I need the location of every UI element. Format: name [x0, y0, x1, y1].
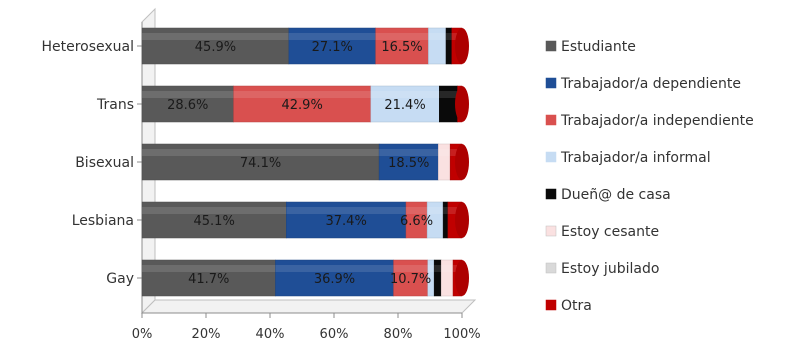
- legend-swatch: [545, 151, 557, 163]
- bar-highlight: [434, 265, 442, 272]
- category-label: Bisexual: [75, 155, 134, 171]
- bar-segment: [233, 85, 372, 123]
- legend-label: Dueñ@ de casa: [561, 187, 671, 203]
- bar-segment: [375, 27, 429, 65]
- data-label: 16.5%: [381, 40, 422, 55]
- bar-segment: [141, 27, 290, 65]
- legend-label: Otra: [561, 298, 592, 314]
- bar-highlight: [142, 33, 289, 40]
- category-label: Heterosexual: [41, 39, 134, 55]
- legend-swatch: [545, 40, 557, 52]
- bar-highlight: [275, 265, 394, 272]
- legend-label: Trabajador/a dependiente: [560, 76, 741, 92]
- legend-label: Trabajador/a independiente: [560, 113, 754, 129]
- data-label: 37.4%: [326, 214, 367, 229]
- bar-highlight: [393, 265, 428, 272]
- bar-segment: [378, 143, 439, 181]
- x-tick-label: 40%: [256, 327, 285, 342]
- bar-segment: [288, 27, 376, 65]
- bar-end-cap: [455, 28, 469, 64]
- bar-highlight: [142, 91, 234, 98]
- data-label: 42.9%: [282, 98, 323, 113]
- bar-highlight: [142, 207, 287, 214]
- data-label: 27.1%: [312, 40, 353, 55]
- legend-swatch: [545, 188, 557, 200]
- legend-label: Estoy jubilado: [561, 261, 659, 277]
- x-tick-label: 20%: [192, 327, 221, 342]
- bar-highlight: [142, 265, 276, 272]
- data-label: 45.1%: [194, 214, 235, 229]
- bar-highlight: [142, 149, 380, 156]
- legend-swatch: [545, 114, 557, 126]
- data-label: 28.6%: [167, 98, 208, 113]
- data-label: 45.9%: [195, 40, 236, 55]
- bar-end-cap: [455, 202, 469, 238]
- x-tick-label: 100%: [443, 327, 480, 342]
- bar-end-cap: [455, 260, 469, 296]
- legend-label: Estudiante: [561, 39, 636, 55]
- legend-swatch: [545, 262, 557, 274]
- category-label: Lesbiana: [72, 213, 134, 229]
- bar-highlight: [406, 207, 428, 214]
- bar-highlight: [233, 91, 371, 98]
- x-tick-label: 60%: [320, 327, 349, 342]
- bar-highlight: [379, 149, 439, 156]
- bar-highlight: [427, 207, 444, 214]
- bar-segment: [141, 259, 276, 297]
- data-label: 10.7%: [390, 272, 431, 287]
- bar-highlight: [427, 265, 435, 272]
- legend-label: Estoy cesante: [561, 224, 659, 240]
- floor-wall: [140, 299, 477, 314]
- bar-segment: [141, 143, 380, 181]
- legend-swatch: [545, 225, 557, 237]
- legend-swatch: [545, 77, 557, 89]
- data-label: 18.5%: [388, 156, 429, 171]
- bar-segment: [141, 85, 234, 123]
- bar-segment: [393, 259, 429, 297]
- bar-end-cap: [455, 144, 469, 180]
- x-tick-label: 0%: [132, 327, 153, 342]
- bar-highlight: [438, 149, 451, 156]
- data-label: 41.7%: [188, 272, 229, 287]
- bar-highlight: [370, 91, 440, 98]
- bar-highlight: [441, 265, 454, 272]
- x-tick-label: 80%: [384, 327, 413, 342]
- data-label: 6.6%: [400, 214, 433, 229]
- bar-segment: [275, 259, 394, 297]
- bar-highlight: [286, 207, 406, 214]
- bar-highlight: [447, 207, 462, 214]
- bar-highlight: [428, 33, 446, 40]
- category-label: Trans: [96, 97, 134, 113]
- bar-highlight: [288, 33, 376, 40]
- bar-highlight: [443, 207, 448, 214]
- legend-swatch: [545, 299, 557, 311]
- bar-highlight: [446, 33, 452, 40]
- bar-segment: [286, 201, 407, 239]
- bar-highlight: [439, 91, 458, 98]
- category-label: Gay: [106, 271, 134, 287]
- bar-highlight: [375, 33, 429, 40]
- bar-end-cap: [455, 86, 469, 122]
- legend-label: Trabajador/a informal: [560, 150, 711, 166]
- data-label: 74.1%: [240, 156, 281, 171]
- bar-segment: [370, 85, 440, 123]
- data-label: 21.4%: [384, 98, 425, 113]
- data-label: 36.9%: [314, 272, 355, 287]
